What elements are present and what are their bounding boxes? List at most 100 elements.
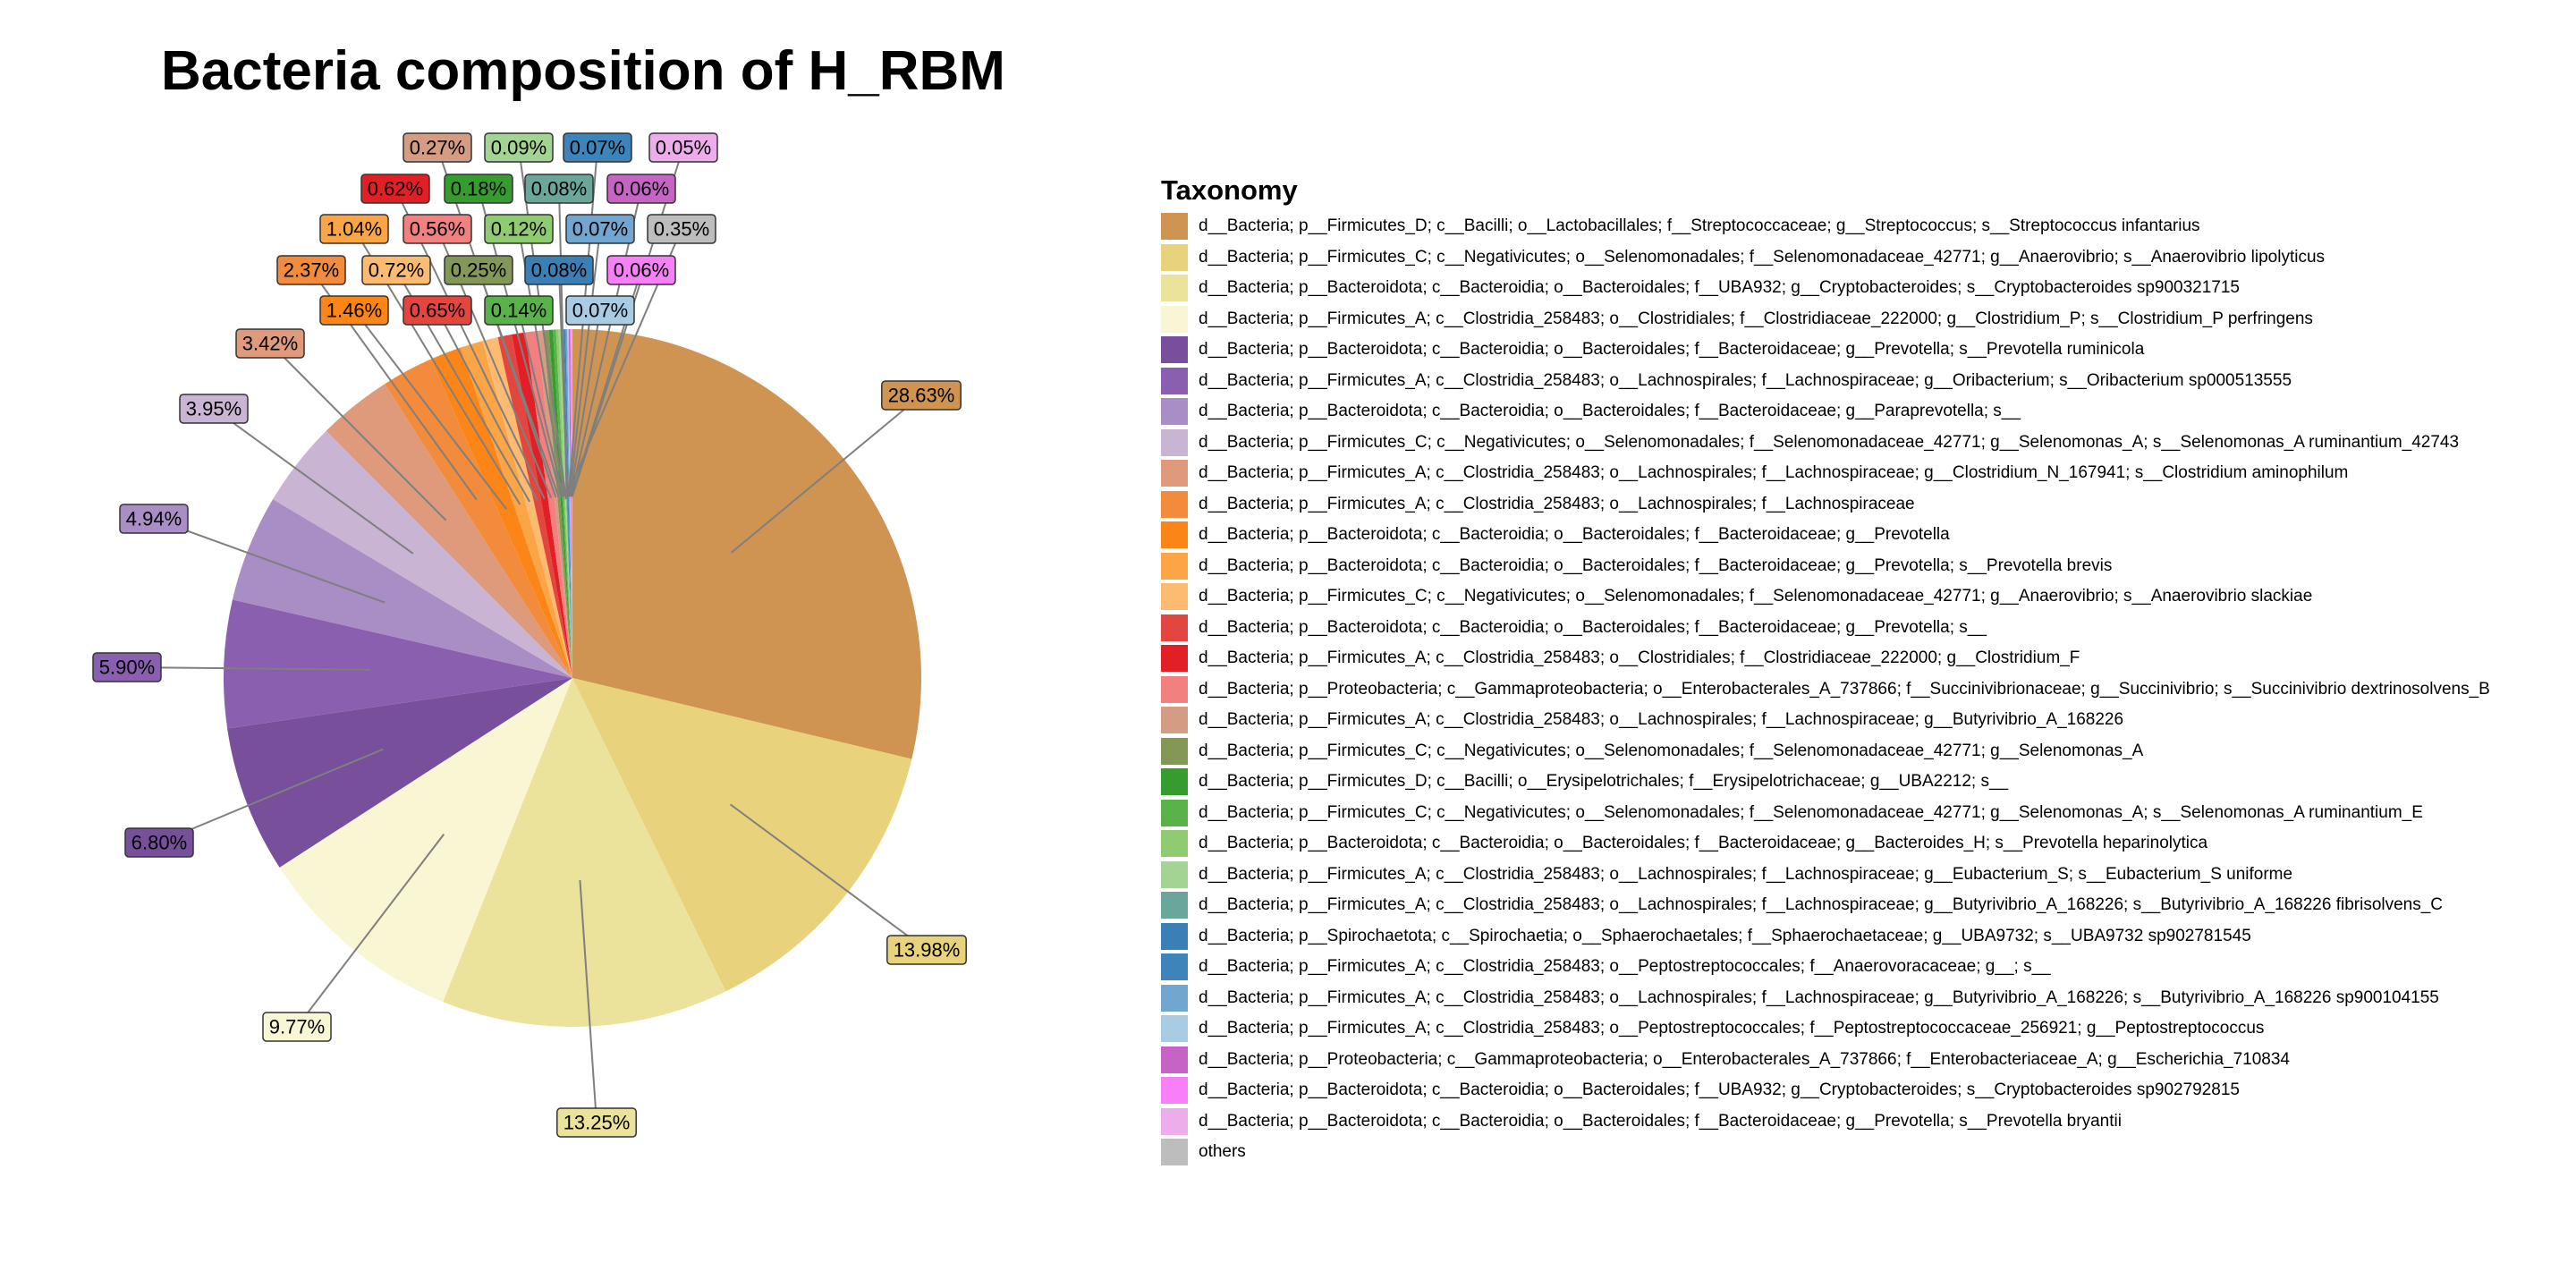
slice-label-text: 0.07% — [572, 300, 628, 322]
slice-label-text: 5.90% — [99, 657, 155, 679]
legend-swatch — [1161, 799, 1188, 826]
pie-slice — [443, 678, 726, 1027]
legend-item: d__Bacteria; p__Bacteroidota; c__Bactero… — [1161, 613, 2490, 644]
pie-slice — [558, 329, 572, 678]
pie-slice — [326, 384, 572, 678]
legend-item: d__Bacteria; p__Bacteroidota; c__Bactero… — [1161, 396, 2490, 428]
leader-line — [126, 666, 370, 671]
legend-swatch — [1161, 1077, 1188, 1105]
legend-label: d__Bacteria; p__Spirochaetota; c__Spiroc… — [1199, 926, 2251, 945]
legend-item: d__Bacteria; p__Firmicutes_A; c__Clostri… — [1161, 304, 2490, 335]
slice-label-text: 6.80% — [131, 832, 187, 854]
leader-line — [153, 518, 386, 604]
legend-label: d__Bacteria; p__Firmicutes_A; c__Clostri… — [1199, 895, 2444, 915]
slice-label-box — [648, 132, 718, 163]
slice-label-box — [565, 214, 635, 244]
legend-item: d__Bacteria; p__Firmicutes_A; c__Clostri… — [1161, 983, 2490, 1014]
slice-label-box — [92, 652, 162, 682]
slice-label-box — [606, 174, 676, 204]
slice-label: 0.09% — [484, 132, 554, 163]
legend-swatch — [1161, 305, 1188, 333]
slice-label-text: 0.56% — [410, 218, 465, 241]
legend-item: d__Bacteria; p__Bacteroidota; c__Bactero… — [1161, 828, 2490, 860]
slice-label-text: 0.08% — [531, 259, 587, 282]
pie-slice — [568, 329, 572, 678]
legend-swatch — [1161, 830, 1188, 858]
slice-label-box — [484, 295, 554, 326]
slice-label-box — [647, 214, 716, 244]
slice-label-box — [606, 255, 676, 285]
slice-label-box — [319, 214, 389, 244]
leader-line — [353, 309, 507, 510]
legend-swatch — [1161, 243, 1188, 271]
pie-slice — [565, 329, 572, 678]
pie-slice — [273, 430, 572, 678]
legend-swatch — [1161, 490, 1188, 518]
slice-label-box — [360, 174, 430, 204]
slice-label: 6.80% — [124, 827, 194, 858]
legend-label: d__Bacteria; p__Firmicutes_D; c__Bacilli… — [1199, 216, 2200, 236]
legend-item: d__Bacteria; p__Bacteroidota; c__Bactero… — [1161, 520, 2490, 551]
slice-label: 0.25% — [444, 255, 513, 285]
pie-slice — [430, 347, 572, 678]
legend-label: d__Bacteria; p__Firmicutes_A; c__Clostri… — [1199, 987, 2439, 1007]
slice-label-box — [565, 295, 635, 326]
legend-swatch — [1161, 892, 1188, 919]
slice-label: 5.90% — [92, 652, 162, 682]
pie-slice — [572, 329, 921, 759]
legend-item: d__Bacteria; p__Firmicutes_C; c__Negativ… — [1161, 736, 2490, 767]
slice-label: 0.72% — [361, 255, 431, 285]
legend-item: d__Bacteria; p__Firmicutes_D; c__Bacilli… — [1161, 767, 2490, 798]
legend-label: others — [1199, 1142, 1246, 1162]
legend-swatch — [1161, 1046, 1188, 1073]
legend-label: d__Bacteria; p__Bacteroidota; c__Bactero… — [1199, 1080, 2240, 1100]
pie-slice — [497, 334, 572, 678]
legend-label: d__Bacteria; p__Firmicutes_A; c__Clostri… — [1199, 309, 2313, 328]
slice-label-box — [179, 394, 249, 424]
legend-swatch — [1161, 645, 1188, 673]
legend-items: d__Bacteria; p__Firmicutes_D; c__Bacilli… — [1161, 211, 2490, 1168]
slice-label-text: 0.06% — [614, 259, 669, 282]
slice-label-text: 0.25% — [451, 259, 506, 282]
slice-label: 0.08% — [524, 255, 594, 285]
legend-label: d__Bacteria; p__Firmicutes_C; c__Negativ… — [1199, 247, 2326, 267]
slice-label-text: 4.94% — [126, 508, 182, 530]
slice-label: 9.77% — [262, 1012, 332, 1042]
slice-label-text: 13.98% — [894, 939, 961, 962]
slice-label: 0.07% — [565, 214, 635, 244]
slice-label-box — [319, 295, 389, 326]
legend-label: d__Bacteria; p__Bacteroidota; c__Bactero… — [1199, 1111, 2122, 1131]
legend-item: d__Bacteria; p__Firmicutes_C; c__Negativ… — [1161, 242, 2490, 274]
slice-label: 4.94% — [119, 504, 189, 534]
slice-label-text: 0.07% — [570, 137, 625, 159]
slice-label-text: 0.14% — [491, 300, 547, 322]
pie-slice — [555, 329, 572, 678]
legend-swatch — [1161, 860, 1188, 888]
slice-label-text: 3.95% — [186, 398, 242, 420]
legend-swatch — [1161, 275, 1188, 302]
slice-label: 0.06% — [606, 174, 676, 204]
slice-labels: 28.63% 13.98% 13.25% 9.77% 6.80% 5.90% 4.94% 3.… — [92, 132, 967, 1138]
slice-label-box — [444, 174, 513, 204]
slice-label-text: 0.65% — [410, 300, 465, 322]
legend-item: d__Bacteria; p__Firmicutes_A; c__Clostri… — [1161, 860, 2490, 891]
slice-label-text: 1.46% — [326, 300, 382, 322]
slice-label: 0.35% — [647, 214, 716, 244]
legend-label: d__Bacteria; p__Firmicutes_A; c__Clostri… — [1199, 957, 2051, 977]
slice-label: 0.18% — [444, 174, 513, 204]
legend-item: d__Bacteria; p__Firmicutes_C; c__Negativ… — [1161, 581, 2490, 613]
slice-label-box — [235, 328, 305, 359]
legend-item: d__Bacteria; p__Spirochaetota; c__Spiroc… — [1161, 921, 2490, 953]
leader-line — [568, 228, 601, 497]
legend-swatch — [1161, 521, 1188, 549]
pie-slice — [482, 337, 572, 678]
legend-item: d__Bacteria; p__Bacteroidota; c__Bactero… — [1161, 551, 2490, 582]
legend-label: d__Bacteria; p__Firmicutes_D; c__Bacilli… — [1199, 772, 2009, 792]
slice-label: 0.05% — [648, 132, 718, 163]
pie-slice — [570, 329, 572, 678]
pie-slice — [564, 329, 572, 678]
leader-line — [518, 309, 564, 497]
slice-label-box — [402, 295, 472, 326]
slice-label-text: 0.06% — [614, 178, 669, 200]
legend-swatch — [1161, 213, 1188, 241]
